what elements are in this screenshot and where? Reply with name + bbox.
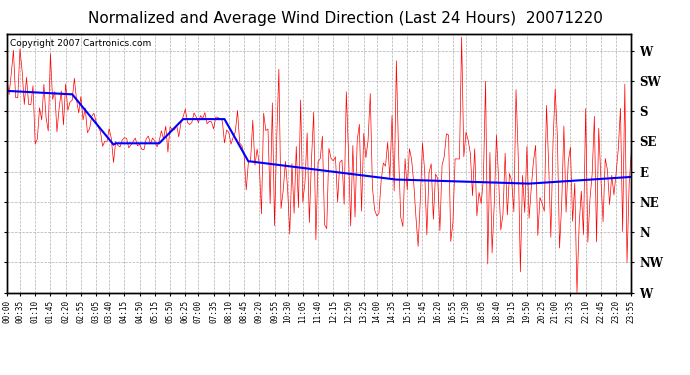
Text: Copyright 2007 Cartronics.com: Copyright 2007 Cartronics.com (10, 39, 151, 48)
Text: Normalized and Average Wind Direction (Last 24 Hours)  20071220: Normalized and Average Wind Direction (L… (88, 11, 602, 26)
